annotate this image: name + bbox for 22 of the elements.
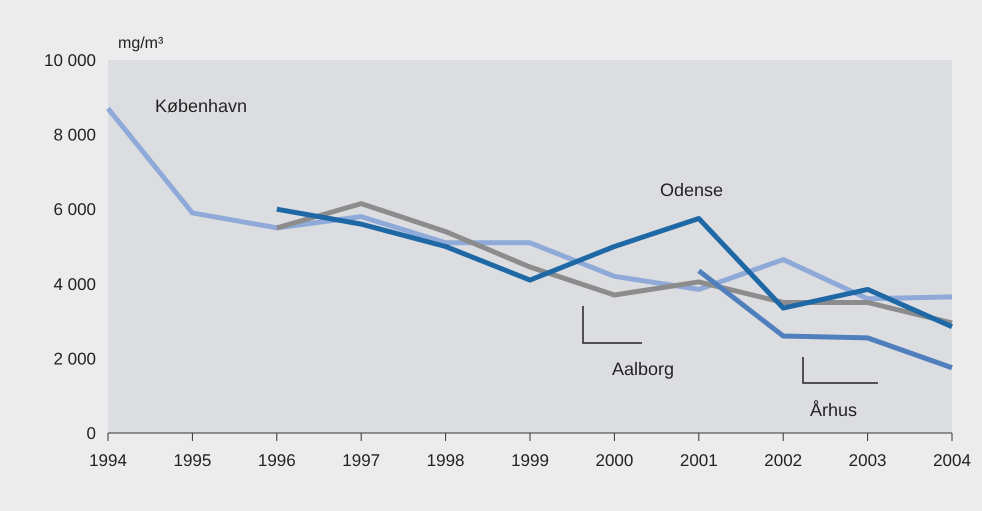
x-tick-label: 2001 [680, 451, 718, 470]
x-tick-label: 2003 [848, 451, 887, 470]
y-tick-label: 6 000 [53, 200, 96, 220]
y-tick-label: 4 000 [53, 274, 96, 294]
y-tick-label: 10 000 [44, 51, 96, 70]
x-tick-label: 1997 [342, 451, 380, 470]
x-tick-label: 2004 [933, 451, 971, 470]
x-tick-label: 1994 [89, 451, 127, 470]
x-tick-label: 1995 [173, 451, 212, 470]
x-tick-label: 2002 [764, 451, 802, 470]
series-label: København [155, 96, 248, 116]
y-tick-label: 8 000 [53, 126, 96, 145]
series-label: Odense [660, 180, 724, 200]
x-tick-label: 1998 [426, 451, 465, 470]
text: Aalborg [612, 359, 674, 379]
y-axis-title: mg/m³ [118, 35, 164, 52]
x-tick-label: 1999 [511, 451, 549, 470]
x-tick-label: 2000 [595, 451, 634, 470]
x-tick-label: 1996 [258, 451, 296, 470]
y-tick-label: 2 000 [53, 349, 96, 368]
y-tick-label: 0 [86, 424, 96, 443]
text: Århus [810, 400, 858, 420]
